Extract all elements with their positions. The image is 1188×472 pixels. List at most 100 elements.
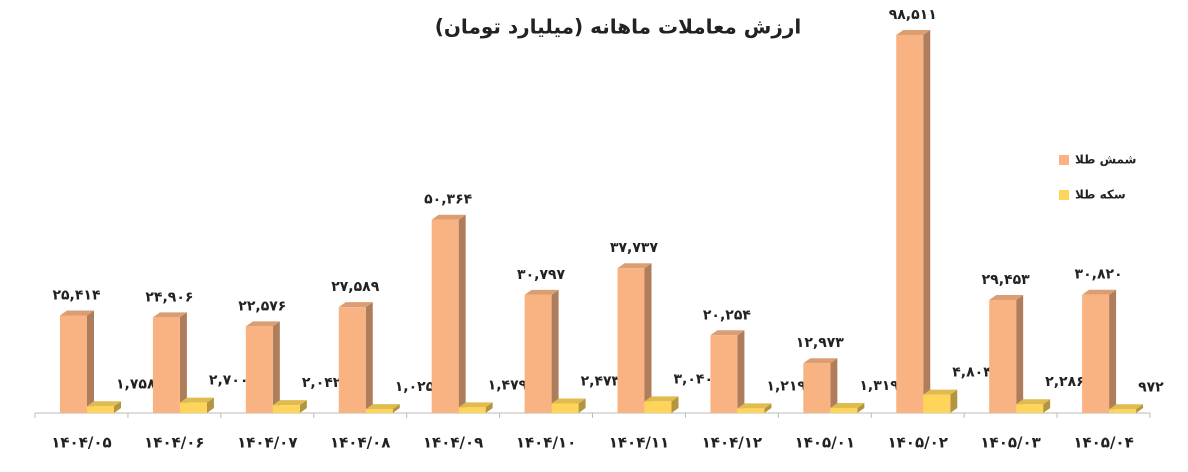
bar-top — [152, 312, 187, 318]
bar — [431, 219, 459, 413]
bar-side — [458, 214, 466, 413]
x-tick-label: ۱۴۰۵/۰۲ — [887, 434, 947, 452]
bar-top — [1109, 404, 1144, 410]
bar-top — [617, 263, 652, 269]
value-label: ۲,۷۰۰ — [209, 373, 249, 389]
bar-top — [524, 289, 559, 295]
value-label: ۲,۰۴۲ — [302, 375, 342, 391]
bar — [710, 335, 738, 413]
bar — [152, 317, 180, 413]
x-tick-label: ۱۴۰۴/۰۹ — [423, 434, 483, 452]
bar — [245, 326, 273, 413]
bar-top — [87, 401, 121, 407]
bar-side — [206, 397, 214, 413]
x-tick-label: ۱۴۰۴/۰۸ — [330, 434, 390, 452]
value-label: ۴,۸۰۴ — [952, 365, 992, 381]
bar — [989, 299, 1017, 413]
value-label: ۳,۰۴۰ — [674, 371, 714, 387]
value-label: ۲۰,۲۵۴ — [703, 307, 751, 323]
bar-side — [551, 289, 559, 413]
bar-side — [365, 302, 373, 413]
value-label: ۳۷,۷۳۷ — [610, 240, 658, 256]
bar-top — [272, 400, 307, 406]
x-tick-label: ۱۴۰۴/۱۱ — [609, 434, 669, 452]
value-label: ۲۴,۹۰۶ — [145, 289, 193, 305]
bar — [644, 401, 672, 413]
bar-side — [1043, 399, 1051, 413]
bar — [179, 402, 207, 413]
bar — [1109, 409, 1137, 413]
value-label: ۲۷,۵۸۹ — [331, 279, 379, 295]
value-label: ۱,۴۷۹ — [488, 377, 528, 393]
bar — [458, 407, 486, 413]
bar-side — [392, 404, 400, 413]
bar — [1082, 294, 1110, 413]
bar — [896, 35, 924, 413]
legend-label: سکه طلا — [1075, 188, 1126, 202]
value-label: ۳۰,۸۲۰ — [1075, 267, 1123, 283]
value-label: ۲۵,۴۱۴ — [52, 287, 100, 303]
bar — [617, 268, 645, 413]
bar-side — [1136, 404, 1144, 413]
bar-top — [179, 397, 214, 403]
x-tick-label: ۱۴۰۴/۰۷ — [237, 434, 297, 452]
value-label: ۲۲,۵۷۶ — [238, 298, 286, 314]
bar-top — [737, 403, 772, 409]
bar-top — [830, 402, 865, 408]
bar-side — [950, 389, 958, 413]
x-tick-label: ۱۴۰۴/۱۰ — [516, 434, 576, 452]
bar-side — [830, 358, 838, 413]
x-tick-label: ۱۴۰۵/۰۱ — [795, 434, 855, 452]
bar — [803, 363, 831, 413]
x-tick-label: ۱۴۰۴/۰۶ — [144, 434, 204, 452]
bar — [60, 315, 87, 413]
value-label: ۵۰,۳۶۴ — [424, 192, 472, 208]
x-tick-label: ۱۴۰۵/۰۴ — [1073, 434, 1133, 452]
bar-top — [365, 404, 400, 410]
bar-top — [1082, 289, 1117, 295]
bar-top — [989, 294, 1024, 300]
bar-side — [1109, 289, 1117, 413]
bar-side — [1016, 294, 1024, 413]
value-label: ۹۸,۵۱۱ — [889, 7, 937, 23]
bar — [87, 406, 114, 413]
bar — [1016, 404, 1044, 413]
legend-swatch — [1059, 190, 1069, 200]
bar-top — [896, 30, 931, 35]
bar-top — [551, 398, 586, 404]
bar-top — [710, 330, 745, 336]
x-tick-label: ۱۴۰۴/۱۲ — [702, 434, 762, 452]
value-label: ۱,۳۱۹ — [859, 378, 899, 394]
bar-top — [60, 310, 94, 316]
x-tick-label: ۱۴۰۴/۰۵ — [51, 434, 111, 452]
value-label: ۲۹,۴۵۳ — [982, 272, 1030, 288]
bar-top — [431, 214, 466, 220]
bar — [338, 307, 366, 413]
value-label: ۱۲,۹۷۳ — [796, 335, 844, 351]
bar-side — [299, 400, 307, 413]
value-label: ۱,۰۲۵ — [395, 379, 435, 395]
bar-side — [87, 310, 94, 413]
value-label: ۲,۲۸۶ — [1045, 374, 1085, 390]
bar-side — [923, 30, 931, 413]
bar-side — [737, 330, 745, 413]
legend-label: شمش طلا — [1075, 153, 1136, 167]
bar-side — [179, 312, 187, 413]
bar-side — [578, 398, 586, 413]
bar — [551, 403, 579, 413]
x-tick-label: ۱۴۰۵/۰۳ — [980, 434, 1040, 452]
bar-side — [857, 402, 865, 413]
bar-side — [644, 263, 652, 413]
bar-top — [338, 302, 373, 308]
bar-top — [1016, 399, 1051, 405]
bar-side — [671, 396, 679, 413]
value-label: ۳۰,۷۹۷ — [517, 267, 565, 283]
legend-swatch — [1059, 155, 1069, 165]
bar — [830, 407, 858, 413]
bar-top — [923, 389, 958, 395]
bar — [923, 394, 951, 413]
bar — [365, 409, 393, 413]
bar-top — [644, 396, 679, 402]
value-label: ۱,۲۱۹ — [766, 378, 806, 394]
